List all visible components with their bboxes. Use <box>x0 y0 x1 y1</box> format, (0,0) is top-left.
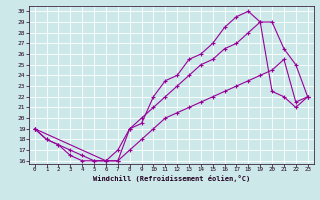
X-axis label: Windchill (Refroidissement éolien,°C): Windchill (Refroidissement éolien,°C) <box>92 175 250 182</box>
